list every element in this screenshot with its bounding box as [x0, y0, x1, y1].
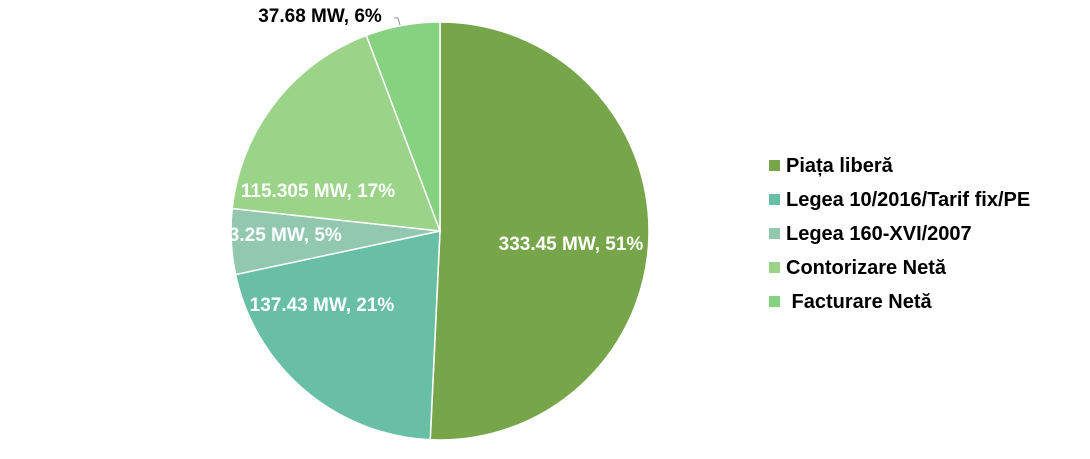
legend-swatch [769, 296, 780, 307]
pie-data-labels: 333.45 MW, 51% 137.43 MW, 21% 33.25 MW, 5%… [218, 6, 643, 316]
legend-item-contorizare-neta: Contorizare Netă [769, 257, 947, 279]
legend-label: Contorizare Netă [786, 257, 947, 279]
legend-swatch [769, 194, 780, 205]
legend-swatch [769, 262, 780, 273]
data-label-facturare-neta: 37.68 MW, 6% [258, 6, 382, 27]
pie-slice-contorizare-neta [231, 34, 442, 232]
pie-slice-piata-libera [429, 21, 650, 441]
legend-item-legea-160-xvi-2007: Legea 160-XVI/2007 [769, 223, 972, 245]
legend-item-facturare-neta: Facturare Netă [769, 291, 932, 313]
legend-item-piata-libera: Piața liberă [769, 155, 894, 177]
legend-swatch [769, 160, 780, 171]
data-label-piata-libera: 333.45 MW, 51% [499, 234, 644, 255]
leader-line [394, 17, 401, 26]
legend-swatch [769, 228, 780, 239]
data-label-legea-10-2016-tarif-fix-pe: 137.43 MW, 21% [250, 295, 395, 316]
pie-slice-legea-10-2016-tarif-fix-pe [234, 230, 441, 441]
data-label-legea-160-xvi-2007: 33.25 MW, 5% [218, 225, 342, 246]
data-label-contorizare-neta: 115.305 MW, 17% [241, 181, 395, 202]
pie-slices [230, 21, 650, 441]
legend: Piața liberă Legea 10/2016/Tarif fix/PE Le… [769, 155, 1030, 313]
legend-item-legea-10-2016-tarif-fix-pe: Legea 10/2016/Tarif fix/PE [769, 189, 1030, 211]
pie-slice-facturare-neta [365, 21, 441, 232]
legend-label: Piața liberă [786, 155, 894, 177]
legend-label: Legea 10/2016/Tarif fix/PE [786, 189, 1030, 211]
legend-label: Legea 160-XVI/2007 [786, 223, 972, 245]
legend-label: Facturare Netă [786, 291, 932, 313]
